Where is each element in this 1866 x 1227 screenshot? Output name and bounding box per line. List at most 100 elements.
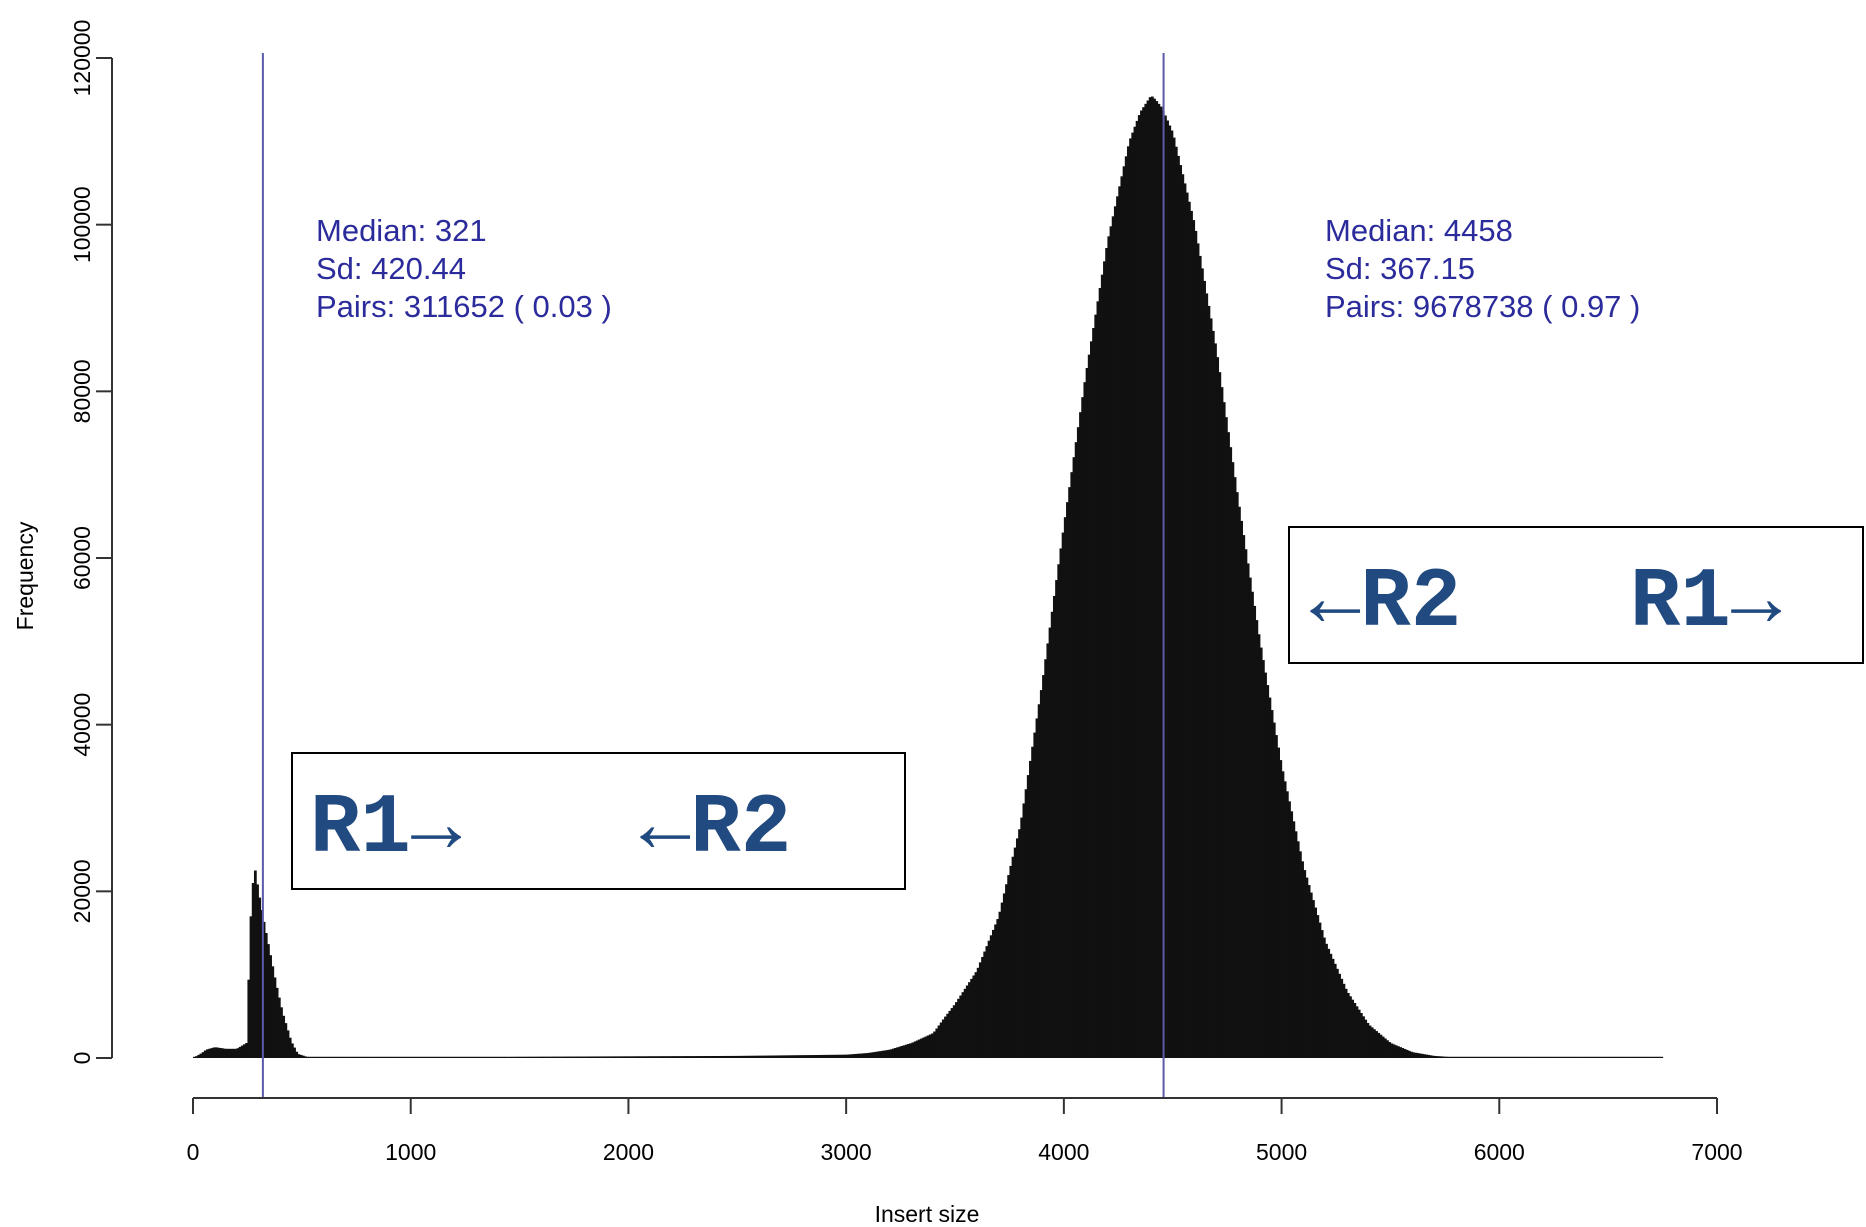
histogram-bar	[1501, 1056, 1505, 1058]
histogram-bar	[371, 1056, 375, 1058]
histogram-bar	[698, 1056, 701, 1058]
histogram-bar	[306, 1056, 309, 1058]
histogram-bar	[1052, 595, 1056, 1058]
histogram-bar	[763, 1055, 767, 1058]
histogram-bar	[1046, 643, 1050, 1058]
histogram-bar	[1170, 130, 1174, 1058]
histogram-bar	[704, 1056, 708, 1058]
histogram-bar	[280, 1007, 283, 1058]
histogram-bar	[911, 1042, 915, 1058]
histogram-bar	[1268, 697, 1272, 1058]
histogram-bar	[1181, 174, 1185, 1058]
y-tick-label: 120000	[69, 20, 95, 97]
histogram-bar	[852, 1054, 856, 1058]
orientation-box-innie-frame	[291, 752, 906, 890]
histogram-bar	[1235, 492, 1239, 1058]
histogram-bar	[1203, 280, 1206, 1058]
histogram-bar	[1568, 1056, 1572, 1058]
histogram-bar	[406, 1056, 410, 1058]
histogram-bar	[968, 982, 971, 1058]
histogram-bar	[944, 1016, 947, 1058]
histogram-bar	[314, 1056, 318, 1058]
histogram-bar	[776, 1055, 780, 1058]
histogram-bar	[432, 1056, 436, 1058]
histogram-bar	[730, 1055, 734, 1058]
histogram-bar	[667, 1056, 671, 1058]
histogram-bar	[1116, 196, 1119, 1058]
histogram-bar	[1196, 243, 1200, 1059]
histogram-bar	[708, 1056, 712, 1058]
histogram-bar	[288, 1037, 292, 1058]
histogram-bar	[959, 995, 963, 1058]
histogram-bar	[1331, 958, 1335, 1058]
histogram-bar	[1538, 1056, 1542, 1058]
histogram-bar	[410, 1056, 414, 1058]
y-tick-label: 80000	[69, 359, 95, 423]
x-axis-label: Insert size	[875, 1201, 980, 1227]
histogram-bar	[1192, 220, 1196, 1058]
histogram-bar	[1494, 1056, 1498, 1058]
histogram-bar	[434, 1056, 438, 1058]
histogram-bar	[238, 1046, 242, 1058]
histogram-bar	[806, 1055, 810, 1058]
histogram-bar	[809, 1055, 812, 1058]
histogram-bar	[917, 1039, 921, 1058]
histogram-bar	[356, 1056, 360, 1058]
histogram-bar	[484, 1056, 488, 1058]
histogram-bar	[1022, 803, 1026, 1058]
histogram-bar	[473, 1056, 477, 1058]
histogram-bar	[1048, 627, 1052, 1058]
histogram-bar	[1438, 1056, 1442, 1058]
histogram-bar	[891, 1048, 895, 1058]
histogram-bar	[1436, 1056, 1439, 1058]
histogram-bar	[358, 1056, 362, 1058]
histogram-bar	[1314, 907, 1318, 1058]
histogram-bar	[1205, 293, 1209, 1058]
histogram-bar	[772, 1055, 775, 1058]
histogram-bar	[1460, 1056, 1463, 1058]
histogram-bar	[963, 988, 967, 1058]
histogram-bar	[212, 1047, 216, 1058]
histogram-bar	[1320, 930, 1324, 1058]
histogram-bar	[1373, 1029, 1376, 1058]
histogram-bar	[513, 1056, 516, 1058]
histogram-bar	[1597, 1056, 1601, 1058]
histogram-bar	[743, 1055, 747, 1058]
y-tick-label: 20000	[69, 859, 95, 923]
histogram-bar	[1649, 1056, 1653, 1058]
histogram-bar	[1549, 1056, 1553, 1058]
histogram-bar	[1013, 847, 1017, 1058]
histogram-bar	[1166, 120, 1169, 1058]
histogram-bar	[1089, 341, 1093, 1059]
histogram-bar	[1651, 1056, 1655, 1058]
histogram-bar	[1486, 1056, 1489, 1058]
histogram-bar	[519, 1056, 523, 1058]
histogram-bar	[1220, 387, 1224, 1058]
histogram-bar	[878, 1051, 882, 1058]
histogram-bar	[462, 1056, 466, 1058]
histogram-bar	[1564, 1056, 1568, 1058]
histogram-bar	[580, 1056, 584, 1058]
histogram-bar	[478, 1056, 481, 1058]
histogram-bar	[1272, 722, 1276, 1058]
histogram-bar	[214, 1047, 218, 1058]
histogram-bar	[680, 1056, 684, 1058]
histogram-bar	[1571, 1056, 1574, 1058]
histogram-bar	[843, 1054, 847, 1058]
histogram-bar	[284, 1023, 288, 1058]
histogram-bar	[615, 1056, 619, 1058]
histogram-bar	[338, 1056, 342, 1058]
histogram-bar	[656, 1056, 660, 1058]
histogram-bar	[1375, 1031, 1378, 1058]
histogram-bar	[591, 1056, 595, 1058]
histogram-bar	[253, 870, 257, 1058]
histogram-bar	[332, 1056, 336, 1058]
x-tick-label: 2000	[603, 1139, 654, 1165]
orientation-box-outie-frame	[1288, 526, 1864, 664]
histogram-bar	[726, 1055, 730, 1058]
histogram-bar	[706, 1056, 710, 1058]
histogram-bar	[1383, 1038, 1387, 1058]
histogram-bar	[815, 1055, 819, 1058]
histogram-bar	[759, 1055, 762, 1058]
histogram-bar	[1233, 477, 1237, 1058]
